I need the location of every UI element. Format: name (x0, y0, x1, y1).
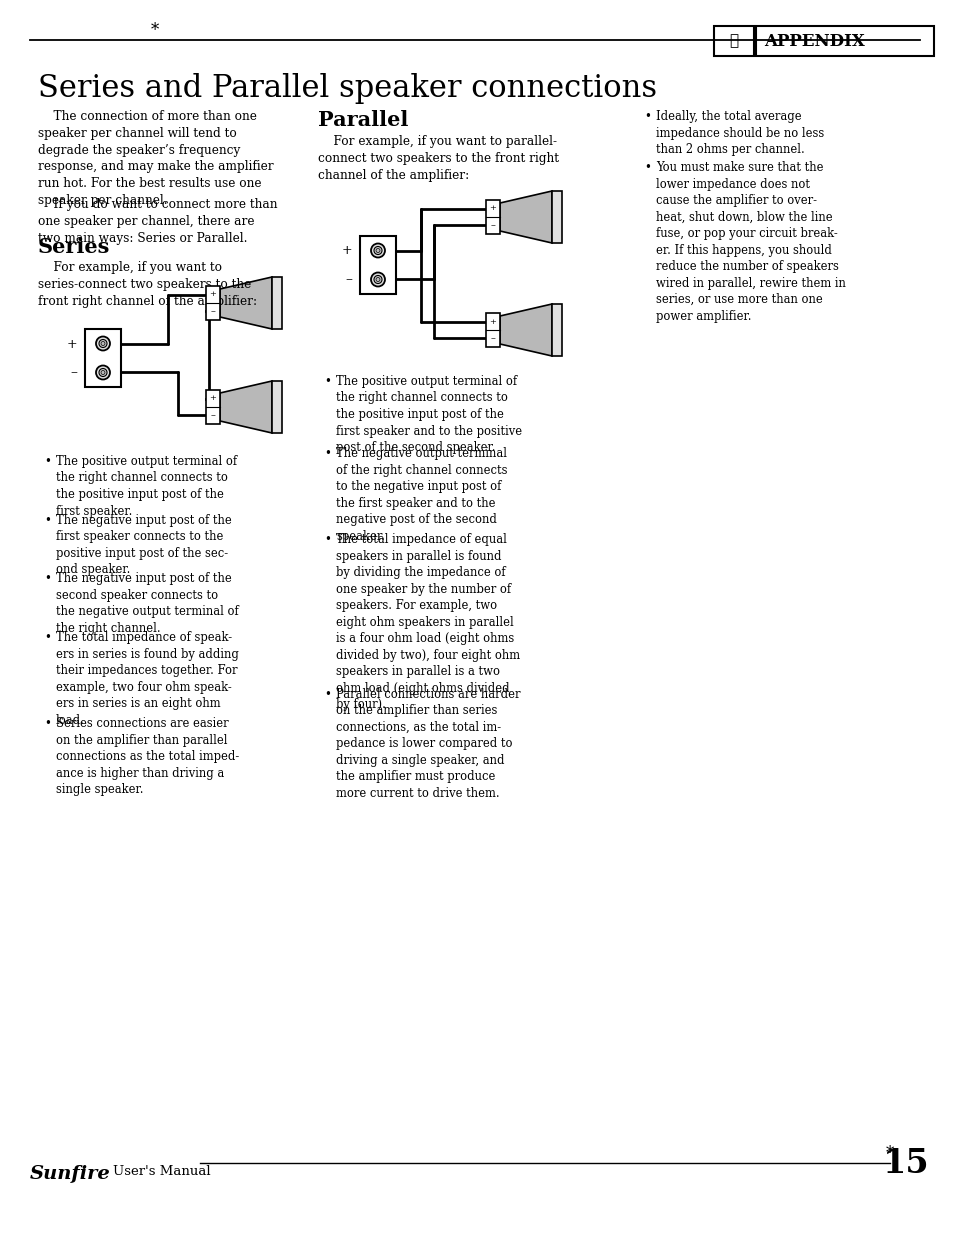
Text: •: • (45, 718, 51, 730)
Text: The positive output terminal of
the right channel connects to
the positive input: The positive output terminal of the righ… (335, 375, 521, 454)
Circle shape (371, 243, 385, 258)
Text: +: + (67, 337, 77, 351)
Bar (713, 26, 753, 56)
Text: –: – (211, 411, 215, 420)
Text: Parallel: Parallel (317, 110, 408, 130)
Text: The negative input post of the
first speaker connects to the
positive input post: The negative input post of the first spe… (56, 514, 232, 577)
Circle shape (99, 340, 107, 347)
Polygon shape (220, 277, 272, 329)
Text: APPENDIX: APPENDIX (763, 32, 864, 49)
Text: –: – (70, 366, 77, 379)
Text: +: + (210, 394, 216, 403)
Bar (552, 191, 561, 243)
Circle shape (375, 278, 379, 282)
Text: •: • (45, 454, 51, 468)
Text: –: – (211, 308, 215, 316)
Circle shape (375, 248, 379, 252)
Polygon shape (499, 304, 552, 356)
Text: 📖: 📖 (729, 33, 738, 48)
Text: Series and Parallel speaker connections: Series and Parallel speaker connections (38, 73, 657, 104)
Text: +: + (489, 317, 496, 326)
Text: •: • (45, 514, 51, 526)
Polygon shape (499, 191, 552, 243)
Circle shape (101, 342, 105, 346)
Text: Parallel connections are harder
on the amplifier than series
connections, as the: Parallel connections are harder on the a… (335, 688, 520, 800)
Text: Series: Series (38, 237, 111, 257)
Text: Ideally, the total average
impedance should be no less
than 2 ohms per channel.: Ideally, the total average impedance sho… (656, 110, 823, 156)
Text: *: * (885, 1145, 893, 1162)
Bar (552, 304, 561, 356)
Bar (485, 200, 499, 233)
Text: –: – (490, 333, 495, 343)
Bar (85, 329, 121, 387)
Text: •: • (324, 534, 331, 546)
Circle shape (374, 247, 381, 254)
Text: The positive output terminal of
the right channel connects to
the positive input: The positive output terminal of the righ… (56, 454, 237, 517)
Text: *: * (151, 22, 159, 40)
Circle shape (96, 366, 110, 379)
Text: The total impedance of equal
speakers in parallel is found
by dividing the imped: The total impedance of equal speakers in… (335, 534, 519, 711)
Circle shape (101, 370, 105, 374)
Circle shape (371, 273, 385, 287)
Text: •: • (644, 161, 651, 174)
Text: •: • (644, 110, 651, 124)
Text: The negative input post of the
second speaker connects to
the negative output te: The negative input post of the second sp… (56, 572, 238, 635)
Text: •: • (324, 375, 331, 388)
Bar (755, 26, 933, 56)
Circle shape (374, 275, 381, 284)
Text: You must make sure that the
lower impedance does not
cause the amplifier to over: You must make sure that the lower impeda… (656, 161, 845, 322)
Text: If you do want to connect more than
one speaker per channel, there are
two main : If you do want to connect more than one … (38, 198, 277, 245)
Text: Sunfire: Sunfire (30, 1165, 111, 1183)
Bar (272, 277, 282, 329)
Text: •: • (324, 447, 331, 461)
Text: Series connections are easier
on the amplifier than parallel
connections as the : Series connections are easier on the amp… (56, 718, 239, 797)
Circle shape (99, 368, 107, 377)
Text: The negative output terminal
of the right channel connects
to the negative input: The negative output terminal of the righ… (335, 447, 507, 543)
Bar (272, 382, 282, 433)
Text: For example, if you want to
series-connect two speakers to the
front right chann: For example, if you want to series-conne… (38, 261, 257, 308)
Text: –: – (490, 221, 495, 230)
Text: 15: 15 (882, 1147, 929, 1179)
Polygon shape (220, 382, 272, 433)
Circle shape (96, 336, 110, 351)
Text: The connection of more than one
speaker per channel will tend to
degrade the spe: The connection of more than one speaker … (38, 110, 274, 207)
Text: •: • (324, 688, 331, 700)
Text: –: – (345, 272, 352, 287)
Text: For example, if you want to parallel-
connect two speakers to the front right
ch: For example, if you want to parallel- co… (317, 135, 558, 182)
Bar (359, 236, 395, 294)
Text: +: + (489, 205, 496, 212)
Bar (206, 390, 220, 424)
Text: +: + (210, 290, 216, 299)
Bar (485, 312, 499, 347)
Bar (206, 287, 220, 320)
Text: •: • (45, 572, 51, 585)
Text: •: • (45, 631, 51, 643)
Text: The total impedance of speak-
ers in series is found by adding
their impedances : The total impedance of speak- ers in ser… (56, 631, 238, 726)
Text: +: + (341, 245, 352, 258)
Text: User's Manual: User's Manual (112, 1165, 211, 1178)
